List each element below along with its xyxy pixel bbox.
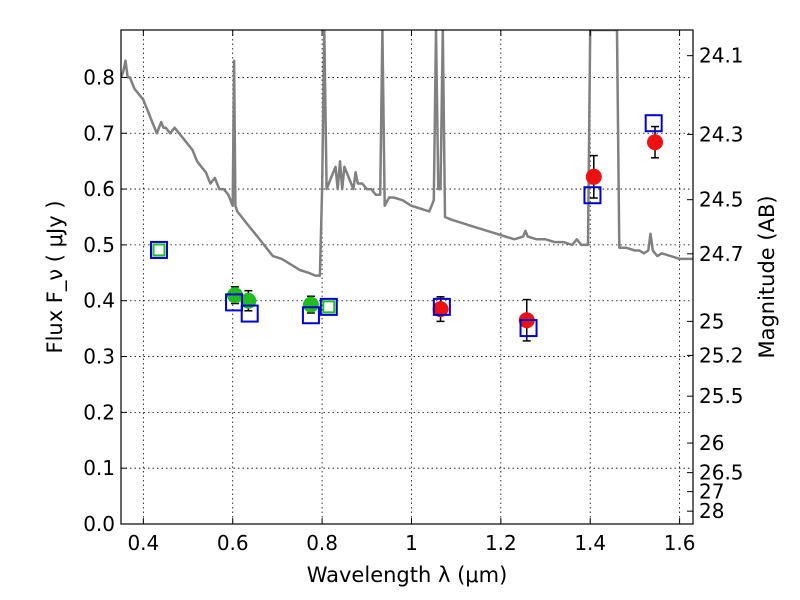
y-tick-label: 0.8 (83, 65, 115, 89)
right-tick-label: 26 (699, 431, 724, 455)
y-tick-label: 0.2 (83, 400, 115, 424)
observed-point (302, 296, 319, 313)
right-tick-label: 24.7 (699, 242, 744, 266)
model-square-inner (322, 300, 336, 314)
y-tick-label: 0.4 (83, 289, 115, 313)
right-tick-label: 24.3 (699, 122, 744, 146)
model-square (319, 297, 338, 316)
model-spectrum (121, 30, 693, 277)
x-tick-label: 1 (405, 531, 418, 555)
x-tick-label: 1.4 (574, 531, 606, 555)
model-square (301, 306, 320, 325)
y-tick-label: 0.1 (83, 456, 115, 480)
x-tick-label: 1.6 (664, 531, 696, 555)
x-tick-label: 0.8 (306, 531, 338, 555)
axis-tick-labels: 0.4 0.6 0.8 1 1.2 1.4 1.6 0.0 0.1 0.2 0.3 0.4 0.5 0.6… (83, 44, 743, 555)
model-square (149, 240, 168, 259)
right-tick-label: 24.1 (699, 44, 744, 68)
axis-ticks (121, 30, 693, 525)
model-square (240, 304, 259, 323)
right-tick-label: 25 (699, 309, 724, 333)
model-square (583, 186, 602, 205)
model-square-inner (152, 243, 166, 257)
observed-point (647, 134, 664, 151)
y-axis-title: Flux F_ν ( μJy ) (43, 200, 68, 353)
observed-point (585, 168, 602, 185)
plot-area (121, 30, 693, 342)
right-axis-title-group: Magnitude (AB) (755, 195, 779, 358)
y-tick-label: 0.5 (83, 233, 115, 257)
right-axis-title: Magnitude (AB) (755, 195, 779, 358)
right-tick-label: 25.2 (699, 343, 744, 367)
observed-point (432, 301, 449, 318)
x-tick-label: 1.2 (485, 531, 517, 555)
right-tick-label: 28 (699, 499, 724, 523)
plot-frame (120, 29, 694, 525)
y-axis-title-group: Flux F_ν ( μJy ) (43, 200, 68, 353)
right-tick-label: 24.5 (699, 188, 744, 212)
model-square (225, 293, 244, 312)
model-spectrum-line (121, 30, 693, 277)
right-tick-label: 26.5 (699, 461, 744, 485)
model-square (644, 114, 663, 133)
grid-lines (121, 30, 693, 525)
data-markers (149, 114, 664, 342)
y-tick-label: 0.0 (83, 512, 115, 536)
right-tick-label: 27 (699, 480, 724, 504)
right-tick-label: 25.5 (699, 384, 744, 408)
y-tick-label: 0.7 (83, 121, 115, 145)
x-tick-label: 0.4 (127, 531, 159, 555)
x-axis-title: Wavelength λ (μm) (307, 563, 508, 587)
y-tick-label: 0.3 (83, 345, 115, 369)
model-square (432, 297, 451, 316)
x-tick-label: 0.6 (217, 531, 249, 555)
model-square (519, 319, 538, 338)
y-tick-label: 0.6 (83, 177, 115, 201)
